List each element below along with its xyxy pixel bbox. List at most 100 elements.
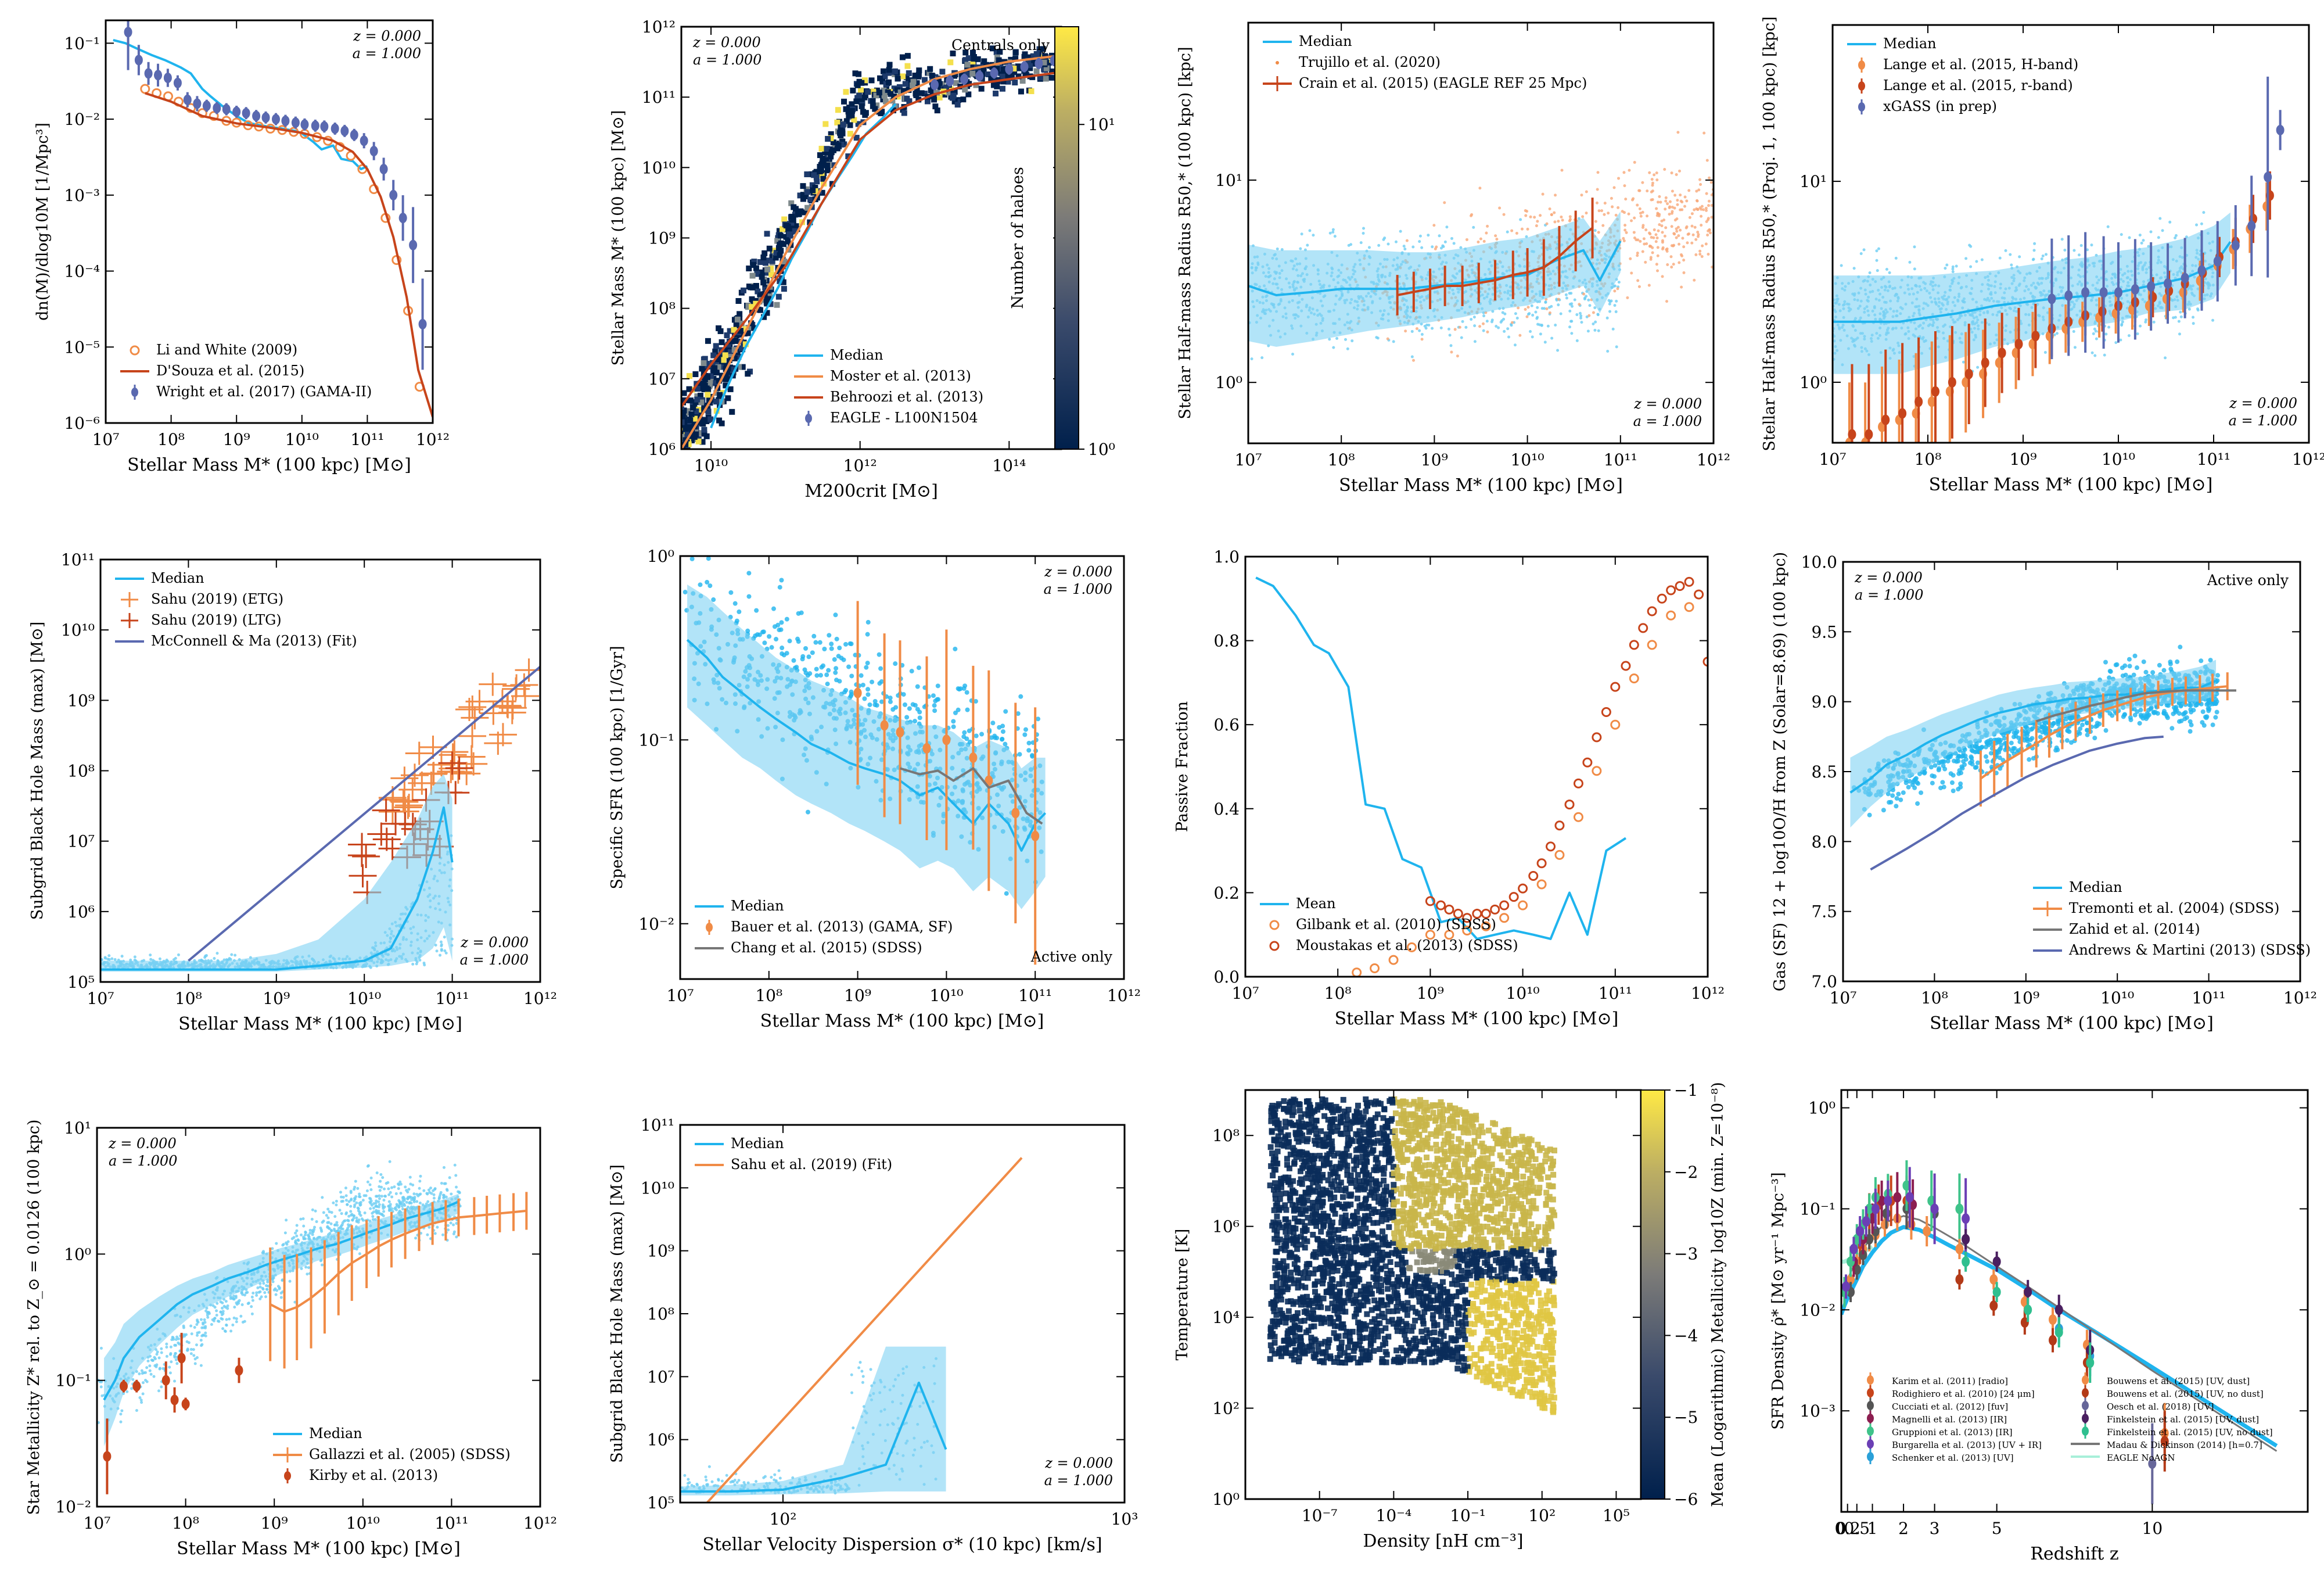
data-point: [853, 687, 862, 698]
chart-p3: 10⁷ 10⁸ 10⁹ 10¹⁰ 10¹¹ 10¹² 10⁰ 10¹ Stellar Mass …: [1176, 21, 1730, 496]
data-point: [880, 720, 889, 731]
x-axis-label: Stellar Mass M* (100 kpc) [M⊙]: [1929, 475, 2213, 495]
legend-label: Burgarella et al. (2013) [UV + IR]: [1892, 1440, 2042, 1450]
x-axis-label: Stellar Mass M* (100 kpc) [M⊙]: [760, 1011, 1044, 1031]
y-axis-label: Star Metallicity Z* rel. to Z_⊙ = 0.0126…: [25, 1120, 43, 1515]
x-tick-label: 10¹¹: [1018, 986, 1052, 1005]
redshift-annotation: z = 0.000: [1044, 1455, 1113, 1471]
data-point: [1702, 657, 1708, 667]
legend-label: Sahu et al. (2019) (Fit): [731, 1156, 892, 1173]
series-d-souza-et-al-2015: [145, 92, 433, 418]
legend-label: Karim et al. (2011) [radio]: [1892, 1376, 2008, 1386]
x-tick-label: 0: [1836, 1519, 1847, 1538]
data-point: [1425, 896, 1435, 906]
data-point: [1546, 841, 1556, 852]
y-tick-label: 10⁹: [67, 691, 95, 710]
x-tick-label: 10⁻¹: [1450, 1506, 1486, 1525]
x-tick-label: 10⁻⁷: [1302, 1506, 1338, 1525]
redshift-annotation: z = 0.000: [1044, 564, 1112, 580]
redshift-annotation: a = 1.000: [1633, 413, 1702, 429]
series-path: [145, 92, 433, 418]
legend-label: Gruppioni et al. (2013) [IR]: [1892, 1427, 2013, 1437]
data-point: [1490, 904, 1500, 915]
legend: Median Sahu (2019) (ETG) Sahu (2019) (LTG)…: [115, 570, 357, 649]
legend-swatch: [130, 345, 140, 356]
y-tick-label: 10⁰: [1215, 373, 1242, 392]
legend-item: Madau & Dickinson (2014) [h=0.7]: [2071, 1440, 2262, 1450]
y-tick-label: 10⁻¹: [638, 730, 674, 750]
data-point: [1877, 1195, 1886, 1206]
data-point: [1905, 1192, 1914, 1203]
data-point: [1388, 955, 1399, 965]
legend-item: Chang et al. (2015) (SDSS): [695, 940, 922, 956]
legend-label: Behroozi et al. (2013): [830, 389, 983, 405]
x-tick-label: 10¹²: [2283, 988, 2317, 1008]
x-tick-label: 10⁹: [263, 989, 290, 1008]
legend-label: Sahu (2019) (ETG): [151, 591, 283, 607]
data-point: [1005, 63, 1014, 74]
x-axis-label: Stellar Mass M* (100 kpc) [M⊙]: [1335, 1009, 1619, 1029]
selection-note: Active only: [2207, 572, 2289, 589]
y-tick-label: 10⁻⁶: [64, 414, 100, 433]
legend-swatch: [1269, 941, 1280, 951]
colorbar-tick-label: −4: [1674, 1326, 1698, 1345]
y-tick-label: 10¹: [64, 1118, 91, 1138]
data-point: [969, 752, 978, 763]
legend-label: Magnelli et al. (2013) [IR]: [1892, 1414, 2007, 1425]
data-point: [1989, 1300, 1998, 1311]
data-point: [1564, 800, 1575, 810]
data-point: [1621, 661, 1631, 671]
series-median: [686, 585, 1047, 909]
data-point: [261, 112, 270, 123]
y-tick-label: 10⁶: [647, 1431, 674, 1450]
axes-frame: [679, 555, 1125, 980]
data-point: [2164, 278, 2172, 289]
legend-label: EAGLE - L100N1504: [830, 410, 978, 426]
data-point: [1955, 1203, 1964, 1214]
data-point: [1592, 766, 1602, 776]
data-point: [1462, 925, 1472, 935]
data-point: [2099, 287, 2108, 298]
series-xgass-in-prep: [2048, 76, 2285, 360]
axes: 00.20.51 2 3 5 10 10⁻³ 10⁻² 10⁻¹ 10⁰ Redshift z SF…: [1769, 1089, 2309, 1564]
series-zahid-et-al-2014: [2036, 689, 2236, 723]
y-tick-label: 0.2: [1213, 883, 1240, 902]
x-tick-label: 10¹⁰: [285, 430, 319, 449]
x-tick-label: 10¹²: [2292, 450, 2324, 469]
data-point: [1508, 892, 1519, 902]
axes-frame: [1244, 555, 1709, 978]
scatter-band: [1850, 659, 2217, 828]
axes-frame: [96, 1127, 541, 1508]
data-point: [2276, 124, 2285, 135]
y-axis-label: Subgrid Black Hole Mass (max) [M⊙]: [608, 1164, 626, 1462]
y-tick-label: 10¹: [1799, 172, 1827, 191]
x-tick-label: 10¹⁰: [2102, 450, 2135, 469]
data-point: [271, 114, 280, 125]
series-median-line: [113, 39, 368, 171]
data-point: [2231, 240, 2240, 251]
x-tick-label: 10⁷: [1819, 450, 1847, 469]
legend-label: Moster et al. (2013): [830, 368, 971, 384]
data-point: [1499, 913, 1510, 923]
data-point: [1675, 581, 1685, 591]
scatter-cloud: [97, 1160, 462, 1424]
data-point: [1992, 1256, 2001, 1267]
redshift-annotation: a = 1.000: [2229, 413, 2297, 429]
data-point: [119, 1381, 128, 1392]
data-point: [1481, 921, 1491, 931]
x-tick-label: 10¹²: [416, 430, 450, 449]
x-tick-label: 0.5: [1844, 1519, 1870, 1538]
data-point: [1981, 357, 1989, 368]
y-axis-label: dn(M)/dlog10M [1/Mpc³]: [34, 123, 52, 321]
legend-item: Moustakas et al. (2013) (SDSS): [1269, 937, 1518, 953]
data-point: [1684, 602, 1694, 612]
y-tick-label: 10⁴: [1212, 1308, 1240, 1327]
series-path: [1833, 241, 2232, 323]
legend-label: Chang et al. (2015) (SDSS): [731, 940, 922, 956]
data-point: [2064, 290, 2073, 301]
data-point: [1528, 870, 1539, 881]
colorbar: 10⁰ 10¹ Number of haloes: [1009, 26, 1115, 459]
y-tick-label: 10⁻²: [64, 110, 100, 129]
series-bauer-et-al-2013-gama-sf: [853, 601, 1040, 965]
x-tick-label: 10⁸: [157, 430, 185, 449]
